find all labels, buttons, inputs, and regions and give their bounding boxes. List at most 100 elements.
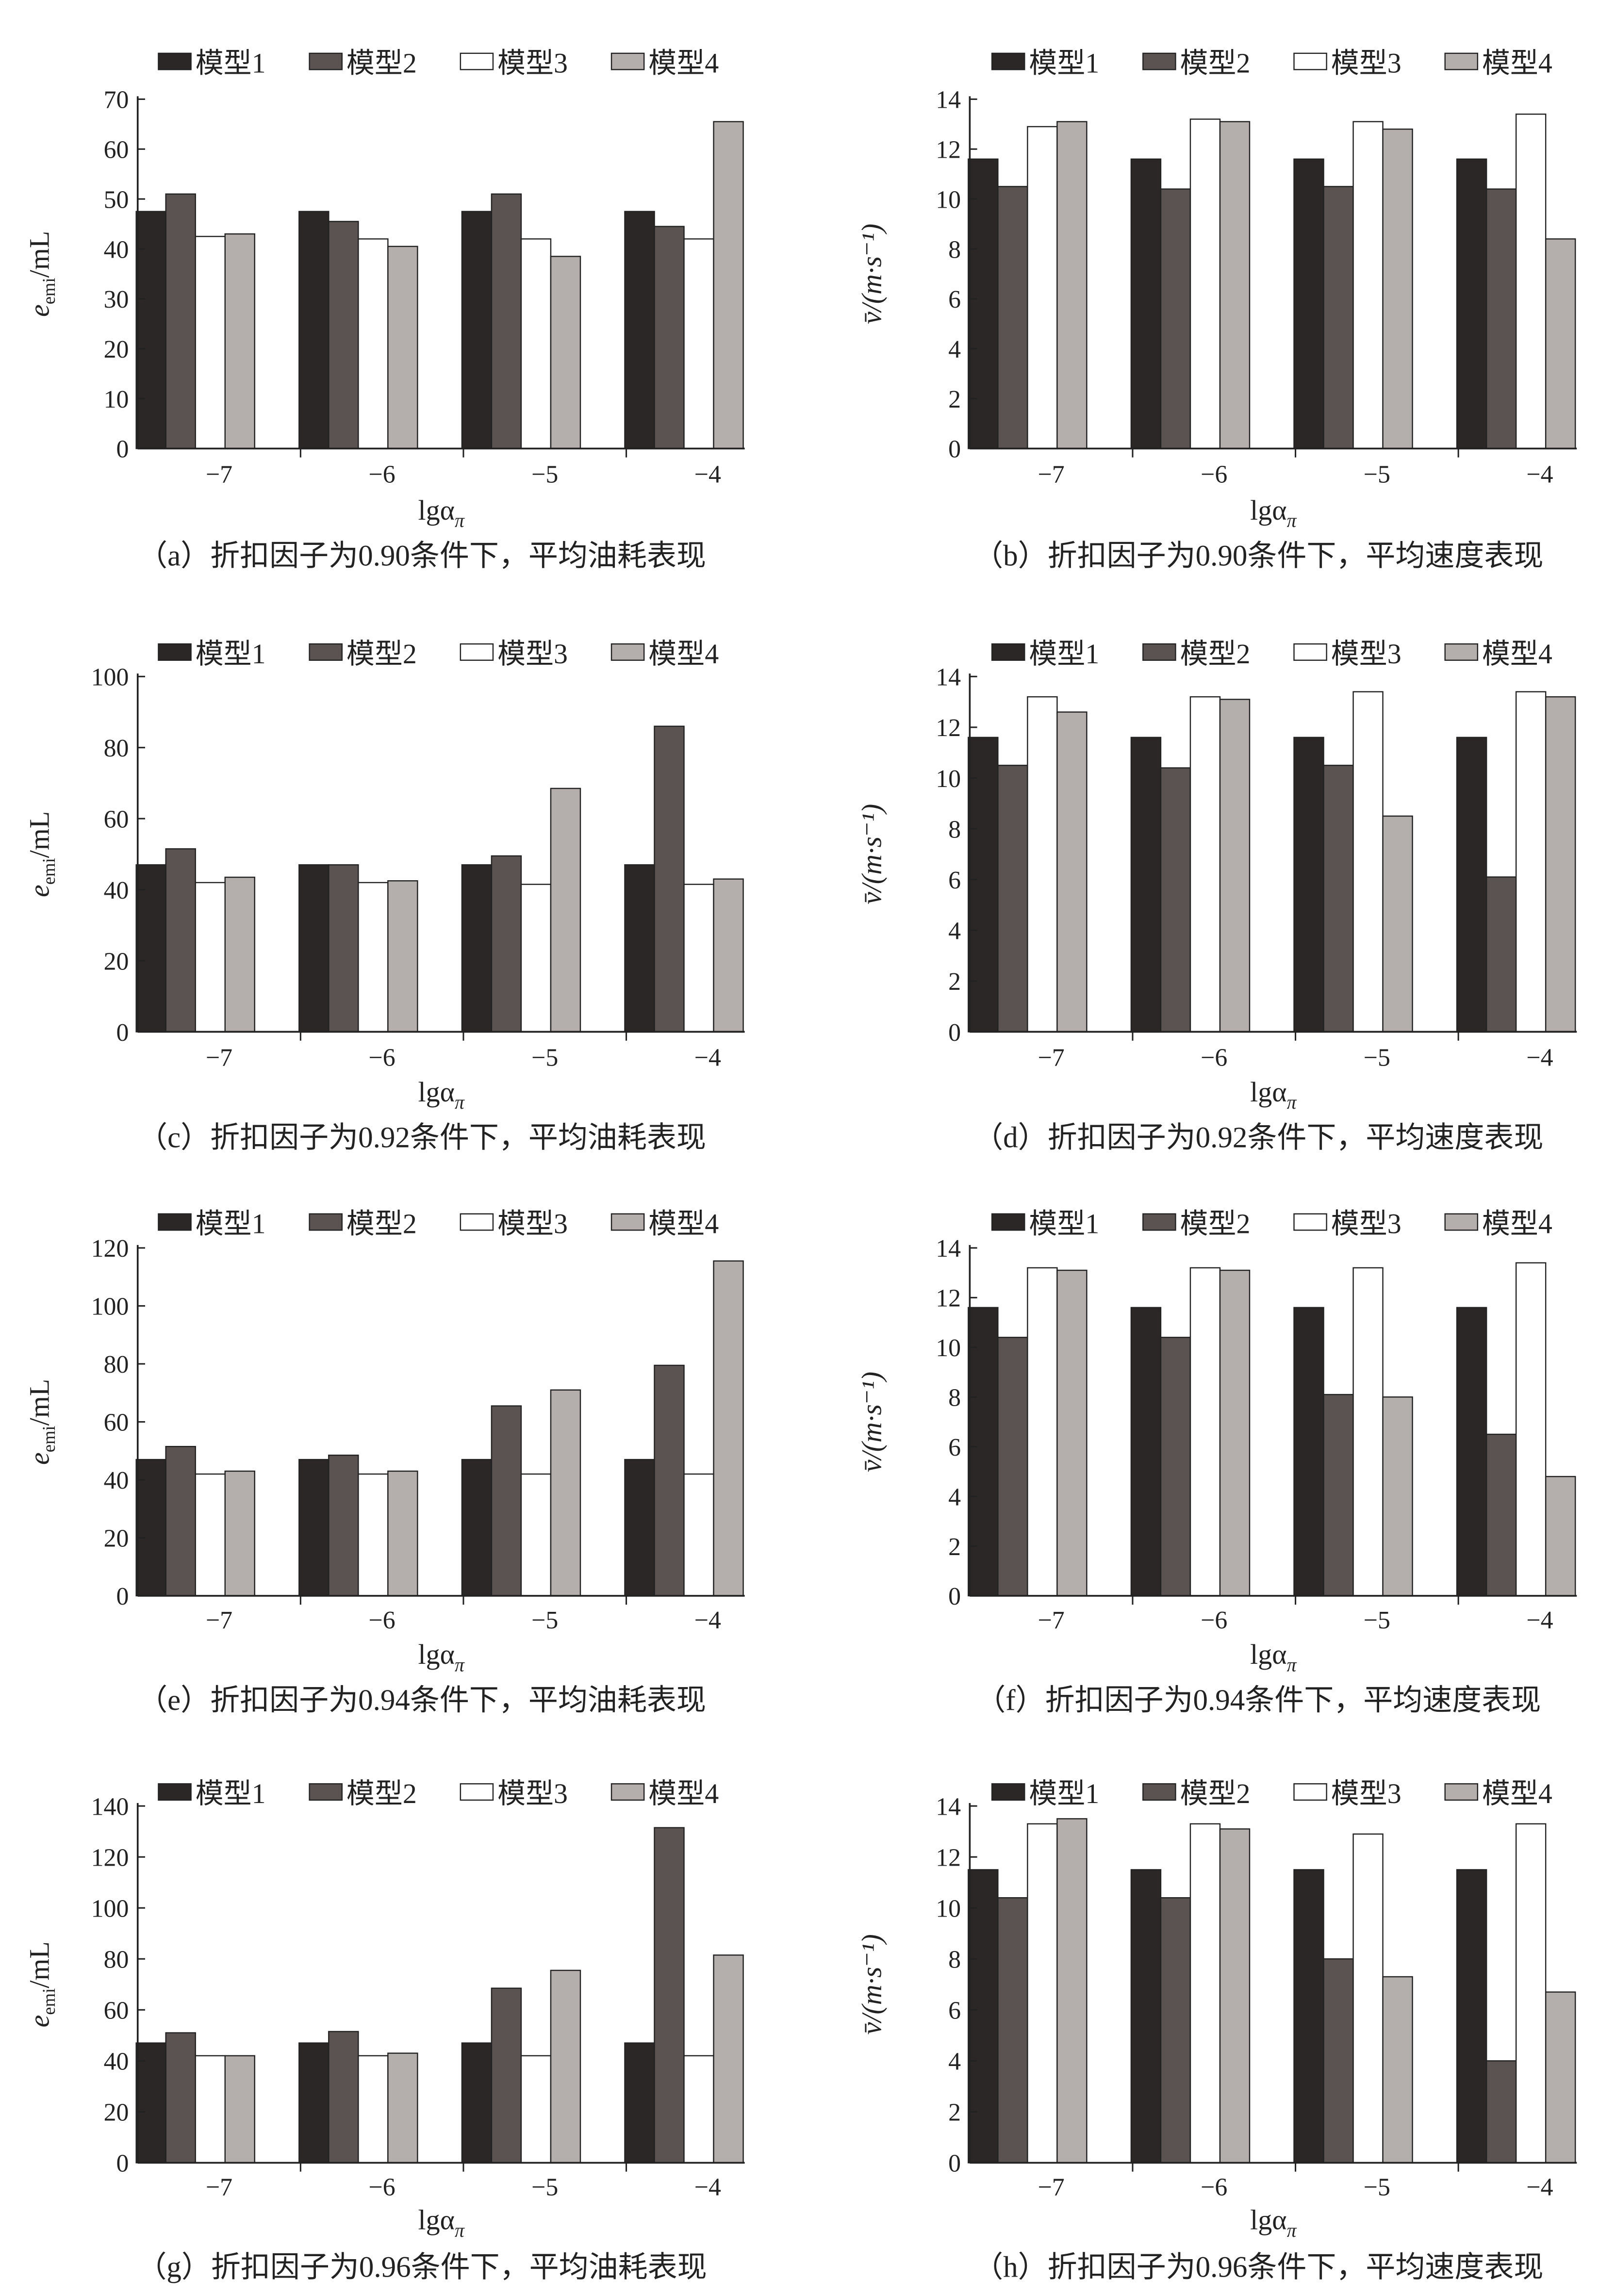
legend-label-model1: 模型1 <box>1029 1778 1099 1809</box>
bar-e-model1-group4 <box>624 1459 655 1597</box>
chart-f: 模型1 模型2 模型3 模型4 0 2 4 6 8 10 12 14 −7 −6 −5 −4 lgαπ v̄/(m… <box>856 1208 1577 1717</box>
y-tick-label: 6 <box>948 867 961 894</box>
y-tick-label: 60 <box>104 1997 129 2025</box>
y-tick-label: 14 <box>936 86 961 114</box>
legend-swatch-model2 <box>309 643 343 661</box>
y-tick-label: 0 <box>116 1583 129 1610</box>
bar-d-model2-group1 <box>997 765 1028 1033</box>
legend-label-model1: 模型1 <box>1029 638 1099 670</box>
bar-f-model3-group2 <box>1189 1267 1221 1597</box>
y-tick-label: 4 <box>948 2048 961 2076</box>
legend-label-model4: 模型4 <box>1482 1208 1552 1239</box>
bar-g-model3-group3 <box>520 2055 552 2164</box>
y-axis-label-main: v̄/(m·s⁻¹) <box>856 804 887 904</box>
x-tick-label: −4 <box>1526 2174 1553 2201</box>
y-tick-label: 0 <box>116 1019 129 1047</box>
x-tick-label: −6 <box>1201 2174 1227 2201</box>
chart-c: 模型1 模型2 模型3 模型4 0 20 40 60 80 100 −7 −6 −5 −4 lgαπ eemi… <box>24 638 745 1154</box>
bar-d-model4-group2 <box>1219 699 1251 1033</box>
y-tick-label: 80 <box>104 735 129 762</box>
bar-b-model3-group3 <box>1352 121 1384 449</box>
bar-e-model2-group3 <box>491 1405 522 1597</box>
bar-e-model3-group4 <box>683 1473 714 1597</box>
x-axis-label: lgαπ <box>418 2204 465 2241</box>
bar-g-model4-group3 <box>550 1969 581 2164</box>
bar-f-model2-group2 <box>1160 1337 1191 1597</box>
chart-g: 模型1 模型2 模型3 模型4 0 20 40 60 80 100 120 140 −7 −6 −5 −4 lg… <box>24 1778 745 2283</box>
bar-b-model3-group2 <box>1189 118 1221 449</box>
y-tick-label: 12 <box>936 1844 961 1871</box>
bar-b-model4-group1 <box>1056 121 1088 449</box>
legend-label-model1: 模型1 <box>196 48 266 79</box>
legend-swatch-model1 <box>158 643 192 661</box>
legend-swatch-model3 <box>1293 643 1327 661</box>
y-tick-label: 140 <box>91 1793 129 1820</box>
bar-a-model1-group1 <box>135 211 166 449</box>
bar-c-model4-group2 <box>387 880 418 1033</box>
x-tick-label: −7 <box>206 1607 232 1634</box>
legend-swatch-model4 <box>610 52 645 70</box>
y-tick-label: 8 <box>948 236 961 263</box>
bar-f-model2-group4 <box>1485 1433 1517 1597</box>
x-tick-label: −4 <box>1526 461 1553 489</box>
y-axis-label-main: e <box>24 885 55 897</box>
y-tick-label: 20 <box>104 336 129 363</box>
bar-d-model4-group3 <box>1382 815 1413 1033</box>
caption-a: （a）折扣因子为0.90条件下，平均油耗表现 <box>138 540 706 572</box>
bar-c-model2-group1 <box>165 848 196 1033</box>
bar-a-model4-group1 <box>224 233 255 449</box>
x-tick-label: −6 <box>369 1607 396 1634</box>
y-axis-label-main: e <box>24 2015 55 2028</box>
y-tick-label: 40 <box>104 2048 129 2076</box>
y-tick-label: 14 <box>936 1235 961 1263</box>
y-tick-label: 0 <box>116 2150 129 2178</box>
legend-swatch-model3 <box>460 52 494 70</box>
legend-swatch-model2 <box>1142 643 1176 661</box>
bar-e-model4-group4 <box>713 1260 744 1597</box>
y-tick-label: 10 <box>936 186 961 213</box>
legend-swatch-model4 <box>1444 643 1479 661</box>
legend-swatch-model2 <box>309 1213 343 1231</box>
x-axis-label-sub: π <box>455 1092 465 1113</box>
y-tick-label: 4 <box>948 918 961 945</box>
bar-d-model1-group1 <box>968 737 999 1033</box>
legend-label-model4: 模型4 <box>648 48 719 79</box>
bar-h-model3-group1 <box>1027 1823 1058 2164</box>
bar-f-model4-group4 <box>1545 1476 1576 1597</box>
bar-d-model3-group3 <box>1352 691 1384 1033</box>
bar-c-model3-group1 <box>195 882 226 1033</box>
bar-e-model2-group2 <box>328 1454 359 1597</box>
legend-label-model4: 模型4 <box>1482 638 1552 670</box>
y-tick-label: 14 <box>936 1793 961 1820</box>
legend-swatch-model2 <box>1142 1783 1176 1801</box>
legend-label-model4: 模型4 <box>648 638 719 670</box>
legend-label-model3: 模型3 <box>497 638 568 670</box>
y-axis-label-main: v̄/(m·s⁻¹) <box>856 1372 887 1472</box>
y-tick-label: 4 <box>948 336 961 363</box>
chart-b: 模型1 模型2 模型3 模型4 0 2 4 6 8 10 12 14 −7 −6 −5 −4 lgαπ v̄/(m… <box>856 48 1577 572</box>
bar-h-model3-group2 <box>1189 1823 1221 2164</box>
y-tick-label: 10 <box>936 1895 961 1923</box>
y-tick-label: 40 <box>104 236 129 263</box>
legend-label-model1: 模型1 <box>196 638 266 670</box>
y-axis-label-main: e <box>24 304 55 317</box>
bar-e-model4-group2 <box>387 1470 418 1597</box>
x-tick-label: −5 <box>531 1044 558 1072</box>
bar-h-model3-group3 <box>1352 1833 1384 2164</box>
y-axis-label-sub: emi <box>39 858 59 885</box>
x-axis-label: lgαπ <box>418 1076 465 1113</box>
y-tick-label: 2 <box>948 386 961 413</box>
y-tick-label: 12 <box>936 714 961 742</box>
chart-a: 模型1 模型2 模型3 模型4 0 10 20 30 40 50 60 70 −7 −6 −5 −4 lgαπ e… <box>24 48 745 572</box>
bar-b-model2-group3 <box>1323 186 1354 449</box>
legend-swatch-model3 <box>460 643 494 661</box>
bar-b-model2-group2 <box>1160 188 1191 449</box>
y-tick-label: 0 <box>948 436 961 463</box>
y-axis-label-main: e <box>24 1452 55 1465</box>
legend-label-model3: 模型3 <box>497 48 568 79</box>
x-axis-label-sub: π <box>1287 1092 1297 1113</box>
bar-d-model2-group2 <box>1160 767 1191 1033</box>
bar-a-model1-group3 <box>461 211 493 449</box>
legend-swatch-model1 <box>991 52 1025 70</box>
bar-f-model4-group2 <box>1219 1269 1251 1597</box>
